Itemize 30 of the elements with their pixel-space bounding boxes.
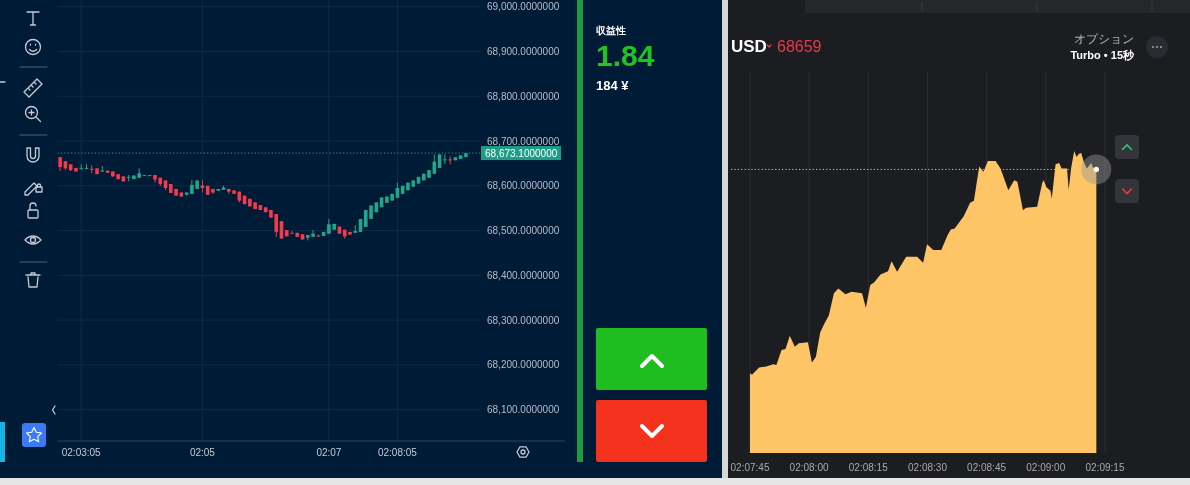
x-tick-label: 02:09:15 <box>1085 461 1125 473</box>
ref-label: 68,673.1000000 <box>481 146 561 161</box>
y-tick-label: 68,900.0000000 <box>487 46 560 57</box>
y-tick-label: 68,500.0000000 <box>487 225 560 237</box>
y-tick-label: 68,300.0000000 <box>487 314 560 326</box>
x-tick-label: 02:03:05 <box>61 446 101 458</box>
x-tick-label: 02:08:30 <box>908 461 947 473</box>
y-tick-label: 68,700.0000000 <box>487 135 560 147</box>
y-tick-label: 68,600.0000000 <box>487 180 560 192</box>
card-text: 1.84 <box>596 38 655 72</box>
x-tick-label: 02:08:15 <box>848 461 888 473</box>
chart-subtitle: 68659 <box>777 37 822 55</box>
x-tick-label: 02:08:45 <box>967 461 1007 473</box>
card-title: 収益性 <box>596 24 626 36</box>
x-tick-label: 02:08:05 <box>377 446 417 458</box>
x-tick-label: 02:07 <box>316 446 342 458</box>
x-tick-label: 02:08:00 <box>789 461 829 473</box>
y-tick-label: 68,100.0000000 <box>487 404 560 416</box>
y-tick-label: 69,000.0000000 <box>487 1 560 13</box>
ref-line-label: 68,673.1000000 <box>485 147 558 159</box>
y-tick-label: 68,400.0000000 <box>487 269 560 281</box>
x-tick-label: 02:07:45 <box>730 461 770 473</box>
y-tick-label: 68,200.0000000 <box>487 359 560 371</box>
x-tick-label: 02:09:00 <box>1026 461 1066 473</box>
annotation: オプション <box>1074 33 1134 45</box>
chart-title: USD <box>731 36 767 56</box>
annotation: Turbo • 15秒 <box>1070 49 1134 61</box>
y-tick-label: 68,800.0000000 <box>487 90 560 102</box>
x-tick-label: 02:05 <box>189 446 215 458</box>
card-text: 184 ¥ <box>596 77 629 93</box>
